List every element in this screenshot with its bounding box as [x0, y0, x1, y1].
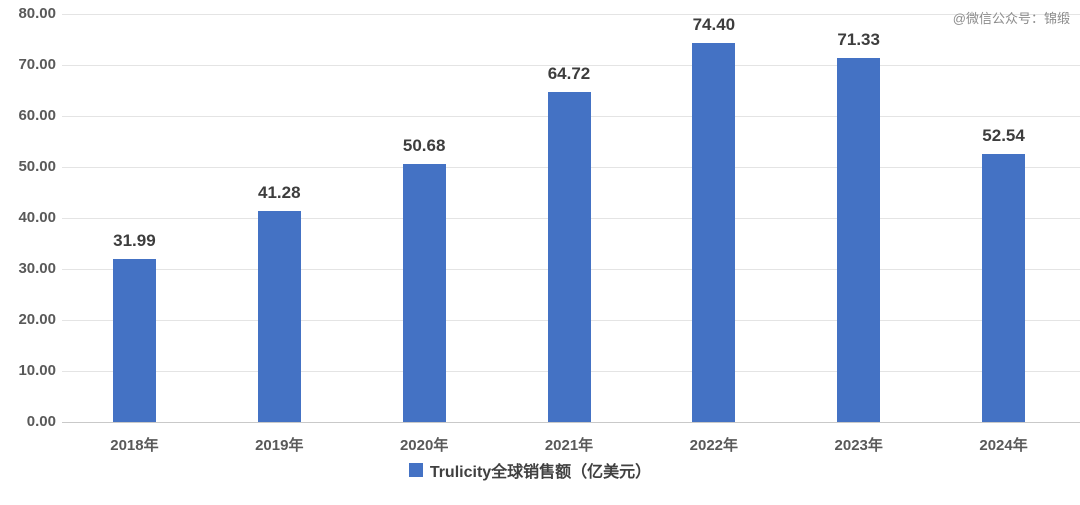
bar-2021年	[547, 91, 591, 422]
value-label: 74.40	[692, 14, 736, 34]
value-label: 64.72	[547, 63, 591, 83]
y-tick-label: 40.00	[18, 209, 56, 226]
bar-2023年	[837, 58, 881, 422]
x-tick-label: 2021年	[544, 437, 594, 454]
x-tick-label: 2022年	[689, 437, 739, 454]
value-label: 41.28	[258, 183, 301, 203]
y-tick-label: 10.00	[18, 362, 56, 379]
value-label: 71.33	[837, 30, 880, 50]
gridline	[62, 64, 1080, 66]
bar-2024年	[982, 154, 1026, 422]
legend-marker-swatch	[408, 463, 423, 477]
watermark: @微信公众号：锦缎	[952, 11, 1070, 26]
x-tick-label: 2024年	[979, 437, 1028, 454]
x-tick-label: 2023年	[834, 437, 883, 454]
y-tick-label: 70.00	[18, 56, 56, 73]
x-tick-label: 2018年	[110, 437, 159, 454]
gridline	[62, 13, 1080, 15]
x-tick-label: 2020年	[399, 437, 449, 454]
y-tick-label: 80.00	[18, 5, 56, 22]
x-axis-line	[62, 421, 1080, 423]
bar-2018年	[112, 258, 156, 422]
y-tick-label: 50.00	[18, 158, 56, 175]
x-tick-label: 2019年	[255, 437, 304, 454]
y-tick-label: 0.00	[26, 413, 56, 430]
y-tick-label: 60.00	[18, 107, 56, 124]
legend: Trulicity全球销售额（亿美元）	[0, 458, 1060, 482]
y-tick-label: 20.00	[18, 311, 56, 328]
legend-series-label: Trulicity全球销售额（亿美元）	[429, 464, 652, 481]
y-tick-label: 30.00	[18, 260, 56, 277]
bar-2022年	[692, 42, 736, 422]
bar-2020年	[402, 163, 446, 422]
value-label: 52.54	[982, 126, 1025, 146]
value-label: 50.68	[402, 135, 446, 155]
bar-2019年	[257, 211, 301, 422]
value-label: 31.99	[113, 230, 156, 250]
